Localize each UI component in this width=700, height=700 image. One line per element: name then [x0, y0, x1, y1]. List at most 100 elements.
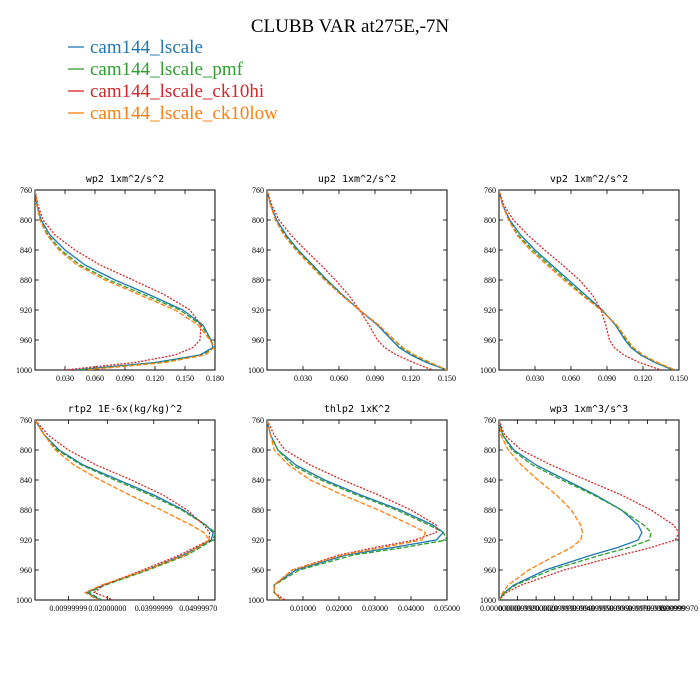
- x-tick-label: 0.00200000: [517, 604, 555, 613]
- y-tick-label: 880: [252, 506, 264, 515]
- y-tick-label: 800: [252, 216, 264, 225]
- series-line-1: [35, 420, 215, 600]
- x-tick-label: 0.02000000: [88, 604, 126, 613]
- x-tick-label: 0.00999970: [660, 604, 698, 613]
- y-tick-label: 800: [20, 446, 32, 455]
- panel-title: wp3 1xm^3/s^3: [550, 404, 628, 415]
- legend-label-cam144-lscale-ck10low: cam144_lscale_ck10low: [90, 103, 278, 124]
- x-tick-label: 0.05000: [434, 604, 460, 613]
- plot-frame: [266, 419, 448, 601]
- series-line-3: [499, 190, 676, 370]
- series-line-2: [267, 190, 433, 370]
- series-line-0: [35, 420, 214, 600]
- x-tick-label: 0.03999999: [135, 604, 173, 613]
- y-tick-label: 1000: [480, 596, 496, 605]
- y-tick-label: 800: [252, 446, 264, 455]
- y-tick-label: 760: [252, 416, 264, 425]
- x-tick-label: 0.00399999: [554, 604, 592, 613]
- y-tick-label: 960: [252, 336, 264, 345]
- series-line-0: [499, 190, 674, 370]
- y-tick-label: 920: [484, 536, 496, 545]
- x-tick-label: 0.02000: [326, 604, 352, 613]
- y-tick-label: 800: [484, 446, 496, 455]
- series-line-0: [267, 420, 445, 600]
- series-line-1: [499, 420, 652, 600]
- x-tick-label: 0.060: [86, 374, 104, 383]
- series-line-1: [267, 190, 447, 370]
- legend: cam144_lscale cam144_lscale_pmf cam144_l…: [68, 37, 278, 124]
- y-tick-label: 840: [484, 476, 496, 485]
- y-tick-label: 840: [252, 246, 264, 255]
- y-tick-label: 1000: [16, 366, 32, 375]
- panel-title: up2 1xm^2/s^2: [318, 174, 396, 185]
- series-line-0: [267, 190, 447, 370]
- x-tick-label: 0.030: [526, 374, 544, 383]
- y-tick-label: 760: [252, 186, 264, 195]
- y-tick-label: 920: [252, 536, 264, 545]
- x-tick-label: 0.00099999: [499, 604, 537, 613]
- panel-4: thlp2 1xK^2 760 800 840 880 920 960 1000 0.01000…: [248, 404, 460, 613]
- y-tick-label: 840: [20, 476, 32, 485]
- x-tick-label: 0.00799999: [628, 604, 666, 613]
- panel-5: wp3 1xm^3/s^3 760 800 840 880 920 960 10000.000…: [480, 404, 698, 613]
- panel-title: rtp2 1E-6x(kg/kg)^2: [68, 404, 182, 415]
- series-line-1: [267, 420, 447, 600]
- y-tick-label: 840: [20, 246, 32, 255]
- x-tick-label: 0.04999970: [179, 604, 217, 613]
- y-tick-label: 760: [484, 186, 496, 195]
- x-tick-label: 0.120: [146, 374, 164, 383]
- series-line-3: [35, 420, 211, 600]
- x-tick-label: 0.030: [294, 374, 312, 383]
- y-tick-label: 840: [252, 476, 264, 485]
- y-tick-label: 960: [20, 566, 32, 575]
- series-line-1: [499, 190, 675, 370]
- series-line-2: [499, 190, 662, 370]
- x-tick-label: 0.00899999: [647, 604, 685, 613]
- y-tick-label: 880: [20, 276, 32, 285]
- y-tick-label: 840: [484, 246, 496, 255]
- x-tick-label: 0.090: [116, 374, 134, 383]
- x-tick-label: 0.04000: [398, 604, 424, 613]
- x-tick-label: 0.150: [176, 374, 194, 383]
- y-tick-label: 960: [20, 336, 32, 345]
- legend-label-cam144-lscale-pmf: cam144_lscale_pmf: [90, 59, 244, 80]
- series-line-3: [267, 190, 447, 370]
- x-tick-label: 0.120: [402, 374, 420, 383]
- x-tick-label: 0.060: [562, 374, 580, 383]
- y-tick-label: 1000: [480, 366, 496, 375]
- x-tick-label: 0.120: [634, 374, 652, 383]
- plot-frame: [34, 189, 216, 371]
- x-tick-label: 0.00599999: [591, 604, 629, 613]
- legend-label-cam144-lscale: cam144_lscale: [90, 37, 203, 58]
- series-line-3: [267, 420, 427, 600]
- x-tick-label: 0.180: [206, 374, 224, 383]
- y-tick-label: 920: [252, 306, 264, 315]
- x-tick-label: 0.03000: [362, 604, 388, 613]
- y-tick-label: 880: [484, 506, 496, 515]
- y-tick-label: 760: [20, 186, 32, 195]
- panel-2: vp2 1xm^2/s^2 760 800 840 880 920 960 1000 0.030…: [480, 174, 688, 383]
- series-line-1: [35, 190, 215, 370]
- x-tick-label: 0.030: [56, 374, 74, 383]
- x-tick-label: 0.150: [438, 374, 456, 383]
- panel-title: vp2 1xm^2/s^2: [550, 174, 628, 185]
- series-line-0: [499, 420, 643, 600]
- plot-frame: [498, 189, 680, 371]
- x-tick-label: 0.090: [366, 374, 384, 383]
- series-line-0: [35, 190, 214, 370]
- x-tick-label: 0.00000000: [480, 604, 518, 613]
- y-tick-label: 800: [20, 216, 32, 225]
- y-tick-label: 760: [20, 416, 32, 425]
- x-tick-label: 0.150: [670, 374, 688, 383]
- y-tick-label: 960: [484, 336, 496, 345]
- y-tick-label: 800: [484, 216, 496, 225]
- series-line-2: [499, 420, 679, 600]
- y-tick-label: 920: [20, 536, 32, 545]
- y-tick-label: 960: [484, 566, 496, 575]
- x-tick-label: 0.01000: [290, 604, 316, 613]
- y-tick-label: 880: [252, 276, 264, 285]
- series-line-3: [35, 190, 215, 370]
- y-tick-label: 960: [252, 566, 264, 575]
- x-tick-label: 0.00699999: [610, 604, 648, 613]
